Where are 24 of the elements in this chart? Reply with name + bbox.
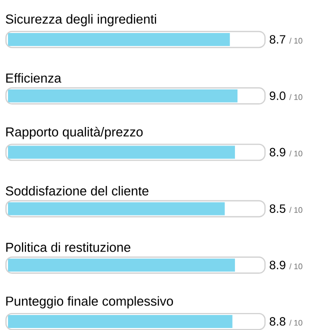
data-label: 9.0 xyxy=(270,92,286,100)
bar xyxy=(8,32,230,46)
data-label: 8.9 xyxy=(270,260,286,270)
data-label: 8.5 xyxy=(270,204,286,213)
y-tick-label: Rapporto qualità/prezzo xyxy=(6,126,143,140)
y-tick-label: Politica di restituzione xyxy=(6,242,130,252)
text: / 10 xyxy=(289,206,302,213)
data-label: 8.8 xyxy=(270,317,286,326)
bar xyxy=(8,315,232,328)
y-tick-label: Sicurezza degli ingredienti xyxy=(6,14,156,26)
text: / 10 xyxy=(289,150,302,156)
y-tick-label: Efficienza xyxy=(6,73,62,83)
bar xyxy=(8,146,235,159)
bar xyxy=(8,258,235,272)
y-tick-label: Soddisfazione del cliente xyxy=(6,186,148,196)
text: / 10 xyxy=(289,38,302,44)
bar xyxy=(8,202,225,216)
text: / 10 xyxy=(289,263,302,270)
text: / 10 xyxy=(289,320,302,326)
text: / 10 xyxy=(289,94,302,100)
bar xyxy=(8,89,238,102)
data-label: 8.7 xyxy=(270,35,286,44)
y-tick-label: Punteggio finale complessivo xyxy=(6,296,173,308)
data-label: 8.9 xyxy=(270,148,286,156)
